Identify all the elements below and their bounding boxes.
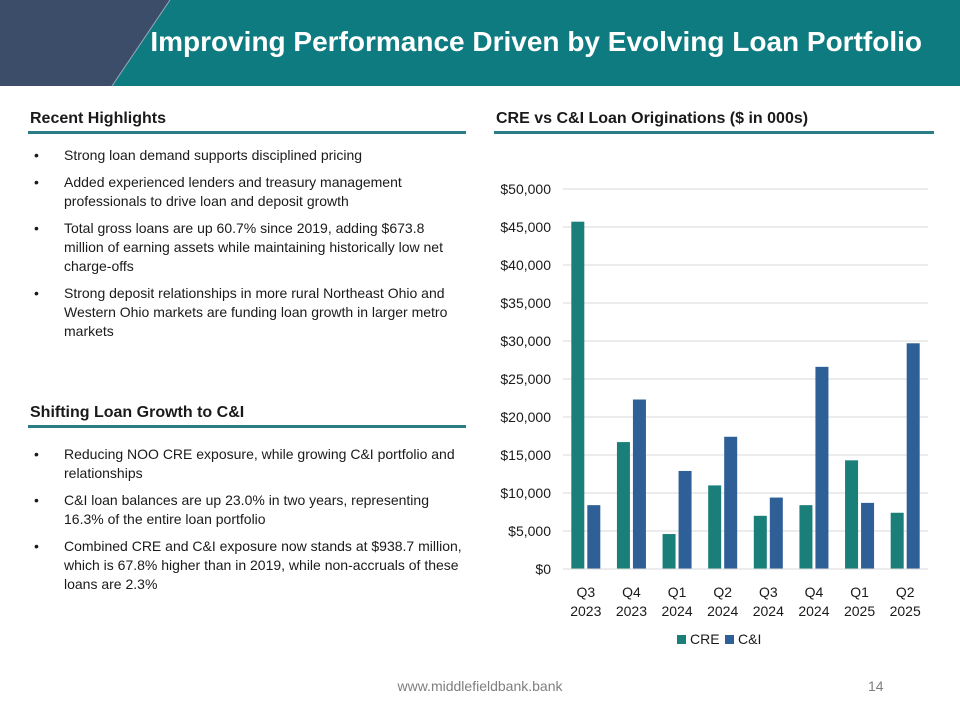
cre-bar [890, 512, 904, 569]
y-tick-label: $0 [535, 561, 551, 577]
x-tick-label-quarter: Q3 [576, 584, 595, 600]
x-tick-label-year: 2023 [570, 603, 601, 619]
cni-bar [769, 497, 783, 569]
cre-bar [753, 515, 767, 569]
y-tick-label: $35,000 [500, 295, 551, 311]
highlights-list: Strong loan demand supports disciplined … [30, 146, 462, 349]
loan-originations-chart: $0 $5,000 $10,000 $15,000 $20,000 $25,000 $30,… [500, 181, 928, 647]
x-tick-label-year: 2025 [890, 603, 921, 619]
shifting-title: Shifting Loan Growth to C&I [30, 404, 245, 421]
cni-bar [815, 366, 829, 569]
x-tick-label-quarter: Q1 [668, 584, 687, 600]
y-tick-label: $50,000 [500, 181, 551, 197]
x-tick-label-year: 2024 [661, 603, 692, 619]
y-tick-label: $10,000 [500, 485, 551, 501]
header-banner: Improving Performance Driven by Evolving… [0, 0, 960, 86]
y-tick-label: $40,000 [500, 257, 551, 273]
cre-bar [708, 485, 722, 569]
cni-bar [724, 436, 738, 569]
y-tick-label: $15,000 [500, 447, 551, 463]
x-tick-label-year: 2024 [707, 603, 738, 619]
shifting-rule [28, 425, 466, 428]
shifting-list: Reducing NOO CRE exposure, while growing… [30, 445, 462, 602]
x-tick-label-quarter: Q4 [622, 584, 641, 600]
x-tick-label-quarter: Q2 [713, 584, 732, 600]
cni-bar [587, 505, 601, 569]
header-wedge-edge [111, 0, 171, 86]
cre-bar [799, 505, 813, 569]
cre-bar [571, 221, 585, 569]
highlight-item: Strong deposit relationships in more rur… [30, 284, 462, 341]
shifting-item: C&I loan balances are up 23.0% in two ye… [30, 491, 462, 529]
x-tick-label-year: 2023 [616, 603, 647, 619]
shifting-item: Reducing NOO CRE exposure, while growing… [30, 445, 462, 483]
cre-bar [845, 460, 859, 569]
x-tick-label-quarter: Q4 [805, 584, 824, 600]
cni-bar [678, 470, 692, 569]
header-background [0, 0, 960, 86]
highlight-item: Total gross loans are up 60.7% since 201… [30, 219, 462, 276]
shifting-item: Combined CRE and C&I exposure now stands… [30, 537, 462, 594]
highlights-title: Recent Highlights [30, 110, 167, 127]
legend-swatch-cni [725, 635, 734, 644]
chart-title: CRE vs C&I Loan Originations ($ in 000s) [496, 110, 809, 127]
legend-label-cre: CRE [690, 631, 720, 647]
cni-bar [861, 502, 875, 569]
y-tick-label: $25,000 [500, 371, 551, 387]
cre-bar [662, 534, 676, 569]
x-tick-label-quarter: Q3 [759, 584, 778, 600]
highlights-rule [28, 131, 466, 134]
legend-label-cni: C&I [738, 631, 761, 647]
y-tick-label: $20,000 [500, 409, 551, 425]
chart-rule [494, 131, 934, 134]
x-tick-label-quarter: Q1 [850, 584, 869, 600]
x-tick-label-quarter: Q2 [896, 584, 915, 600]
cni-bar [906, 343, 920, 569]
x-tick-label-year: 2025 [844, 603, 875, 619]
footer-url: www.middlefieldbank.bank [397, 678, 563, 694]
y-tick-label: $45,000 [500, 219, 551, 235]
y-tick-label: $5,000 [508, 523, 551, 539]
header-slate-wedge [0, 0, 170, 86]
highlight-item: Added experienced lenders and treasury m… [30, 173, 462, 211]
legend-swatch-cre [677, 635, 686, 644]
cre-bar [616, 442, 630, 569]
cni-bar [632, 399, 646, 569]
y-tick-label: $30,000 [500, 333, 551, 349]
page-title: Improving Performance Driven by Evolving… [150, 26, 922, 57]
x-tick-label-year: 2024 [798, 603, 829, 619]
highlight-item: Strong loan demand supports disciplined … [30, 146, 462, 165]
chart-container: $0 $5,000 $10,000 $15,000 $20,000 $25,000 $30,… [486, 150, 946, 660]
x-tick-label-year: 2024 [753, 603, 784, 619]
page-number: 14 [868, 678, 884, 694]
